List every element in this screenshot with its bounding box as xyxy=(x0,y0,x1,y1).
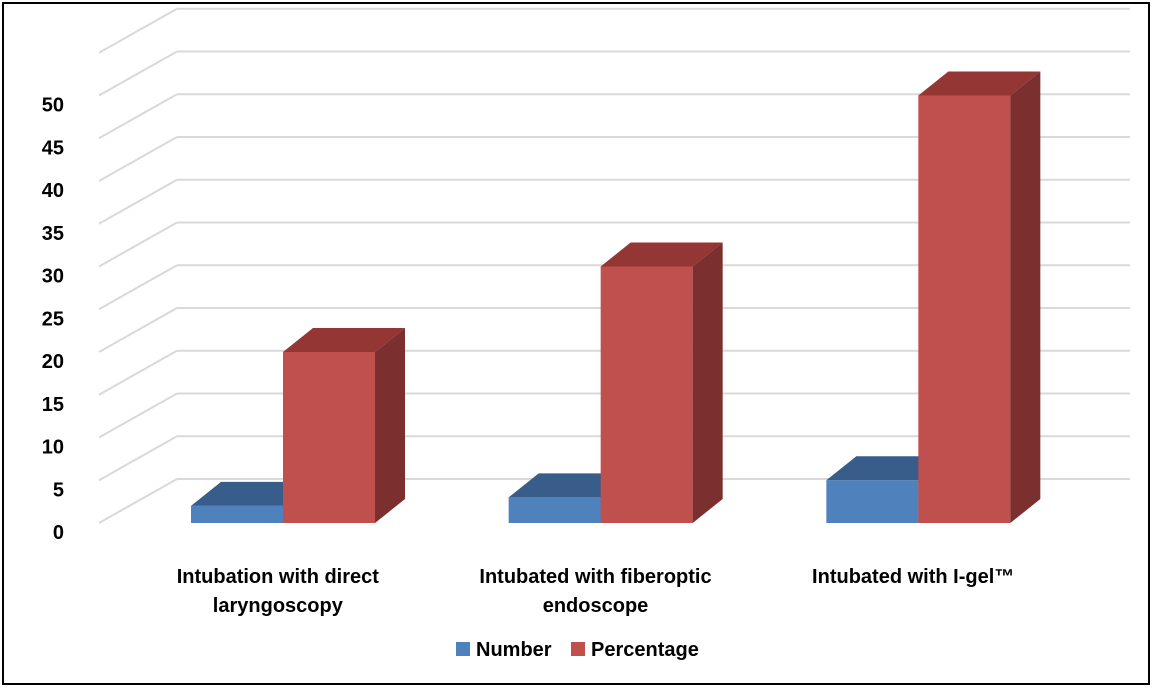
gridline-depth xyxy=(98,392,178,439)
x-tick-label: Intubated with fiberoptic xyxy=(479,566,711,588)
legend-label-percentage: Percentage xyxy=(591,639,699,661)
bar-number xyxy=(508,497,601,523)
gridline-depth xyxy=(98,435,178,482)
bar-top-number xyxy=(826,456,949,481)
gridline-depth xyxy=(98,136,178,182)
y-tick-label: 20 xyxy=(42,351,64,373)
bar-top-percentage xyxy=(918,71,1041,96)
legend-label-number: Number xyxy=(476,639,552,661)
x-tick-label: Intubation with direct xyxy=(177,566,380,588)
x-tick-label: laryngoscopy xyxy=(213,595,344,617)
y-tick-label: 5 xyxy=(53,479,64,501)
y-tick-label: 10 xyxy=(42,437,64,459)
y-tick-label: 35 xyxy=(42,223,64,245)
y-tick-label: 0 xyxy=(53,522,64,544)
bar-number xyxy=(191,505,283,523)
bar-top-percentage xyxy=(283,328,405,352)
bar-top-number xyxy=(191,481,313,506)
y-tick-label: 15 xyxy=(42,394,64,416)
bar-side-percentage xyxy=(692,242,723,523)
bar-top-percentage xyxy=(600,242,723,267)
bar-side-percentage xyxy=(1010,71,1041,523)
bar-chart: 0 5 10 15 20 25 30 35 40 45 50 Intubation with dire… xyxy=(42,7,1130,661)
gridline-depth xyxy=(98,307,178,353)
gridline-depth xyxy=(98,178,178,225)
gridline-depth xyxy=(98,349,178,396)
legend-swatch-number xyxy=(456,642,470,656)
x-tick-label: Intubated with I-gel™ xyxy=(812,566,1014,588)
x-tick-label: endoscope xyxy=(543,595,649,617)
y-tick-label: 50 xyxy=(42,95,64,117)
gridline-depth xyxy=(98,478,178,524)
gridline-depth xyxy=(98,264,178,311)
gridline-depth xyxy=(98,221,178,268)
gridline-depth xyxy=(98,7,178,54)
legend-swatch-percentage xyxy=(571,642,585,656)
bar-top-number xyxy=(508,473,631,498)
bar-percentage xyxy=(918,95,1011,523)
y-tick-label: 25 xyxy=(42,308,64,330)
gridline-depth xyxy=(98,50,178,97)
gridline-depth xyxy=(98,93,178,140)
y-tick-label: 45 xyxy=(42,137,64,159)
bar-number xyxy=(826,480,919,523)
bar-percentage xyxy=(600,266,693,523)
y-tick-label: 30 xyxy=(42,266,64,288)
bar-side-percentage xyxy=(375,328,405,523)
y-tick-label: 40 xyxy=(42,180,64,202)
bar-percentage xyxy=(283,352,375,523)
